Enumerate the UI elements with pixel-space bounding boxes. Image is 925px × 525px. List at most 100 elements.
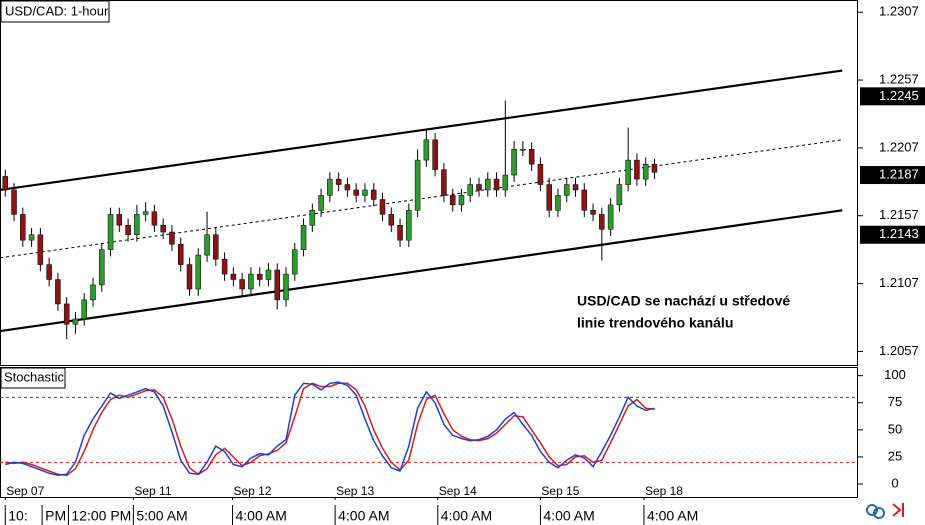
toolbar-icons[interactable] [866, 503, 904, 519]
candle-body [370, 189, 377, 200]
time-label: 4:00 AM [235, 508, 286, 524]
candle-body [116, 214, 123, 226]
candle-body [335, 178, 342, 185]
price-marker-label: 1.2245 [879, 88, 919, 103]
candle-body [493, 178, 500, 191]
candle-body [63, 303, 70, 325]
time-label: 5:00 AM [136, 508, 187, 524]
candle-body [625, 159, 631, 185]
y-tick-label: 25 [888, 448, 902, 463]
candle-body [204, 234, 210, 256]
candle-body [55, 279, 61, 305]
candle-body [107, 214, 114, 250]
candle-body [2, 176, 9, 191]
candle-body [81, 299, 87, 320]
price-marker-label: 1.2143 [879, 226, 919, 241]
candle-body [537, 163, 544, 185]
candle-body [651, 163, 658, 173]
candle-body [555, 195, 561, 211]
candle-body [20, 214, 26, 241]
y-tick-label: 0 [891, 475, 898, 490]
time-label: PM [45, 508, 66, 524]
indicator-title-box [0, 367, 66, 389]
candle-body [265, 269, 272, 280]
candle-body [467, 184, 473, 196]
scroll-end-icon[interactable] [892, 503, 904, 517]
candle-body [485, 178, 491, 191]
x-tick-label: Sep 15 [541, 484, 579, 498]
x-tick-label: Sep 11 [134, 484, 171, 498]
candle-body [169, 231, 175, 245]
candle-body [248, 273, 254, 290]
y-tick-label: 1.2157 [879, 207, 919, 222]
candle-body [362, 189, 368, 196]
time-label: 4:00 AM [441, 508, 492, 524]
candle-body [388, 214, 395, 226]
candle-body [599, 214, 605, 230]
candle-body [642, 163, 649, 180]
candle-body [458, 195, 465, 206]
candle-body [511, 149, 517, 176]
candle-body [195, 254, 202, 290]
candle-body [221, 258, 228, 275]
candle-body [213, 234, 219, 260]
x-tick-label: Sep 12 [233, 484, 271, 498]
candle-body [230, 273, 237, 280]
plot-layer: 1.2307 1.2257 1.2207 1.2157 1.2107 1.2057 1.22… [0, 4, 925, 525]
price-marker [860, 87, 925, 106]
time-label: 4:00 AM [543, 508, 594, 524]
zoom-icon[interactable] [873, 507, 885, 519]
x-tick-label: Sep 07 [6, 484, 44, 498]
trend-line [0, 139, 843, 259]
candle-body [309, 210, 316, 226]
candle-body [274, 269, 280, 301]
candle-body [134, 214, 140, 235]
candle-body [590, 210, 596, 215]
candle-body [292, 249, 298, 275]
candle-body [344, 184, 351, 191]
title-box [0, 0, 110, 23]
candle-body [318, 195, 324, 211]
candle-body [581, 189, 588, 211]
candle-body [28, 234, 35, 241]
candle-body [432, 139, 438, 170]
candle-body [90, 284, 96, 301]
candle-body [476, 184, 482, 191]
candle-body [607, 204, 614, 230]
candle-body [300, 224, 307, 250]
candle-body [546, 184, 552, 211]
stochastic-line [5, 382, 655, 477]
price-marker [860, 225, 925, 244]
candle-body [502, 174, 509, 191]
trend-line [0, 209, 843, 333]
y-tick-label: 50 [888, 421, 902, 436]
candle-body [423, 139, 430, 161]
candle-body [256, 273, 263, 280]
candle-body [634, 159, 640, 180]
price-marker-label: 1.2187 [879, 166, 919, 181]
indicator-title: Stochastic [4, 369, 64, 384]
candle-body [99, 249, 105, 286]
time-label: 4:00 AM [338, 508, 389, 524]
time-label: 10: [8, 508, 27, 524]
zoom-icon[interactable] [866, 504, 878, 516]
stochastic-line [5, 381, 655, 477]
time-label: 4:00 AM [647, 508, 698, 524]
candle-body [572, 184, 579, 191]
candle-body [239, 279, 245, 290]
y-tick-label: 1.2057 [879, 343, 919, 358]
y-tick-label: 1.2207 [879, 139, 919, 154]
time-label: 12:00 PM [71, 508, 131, 524]
trend-line [0, 69, 843, 192]
candle-body [151, 211, 158, 226]
candle-body [283, 273, 289, 301]
y-tick-label: 100 [884, 367, 906, 382]
y-tick-label: 1.2257 [879, 71, 919, 86]
candle-body [353, 189, 359, 196]
y-tick-label: 1.2107 [879, 275, 919, 290]
candle-body [528, 149, 535, 165]
candle-body [449, 195, 456, 206]
candle-body [563, 184, 570, 196]
candle-body [186, 264, 193, 290]
